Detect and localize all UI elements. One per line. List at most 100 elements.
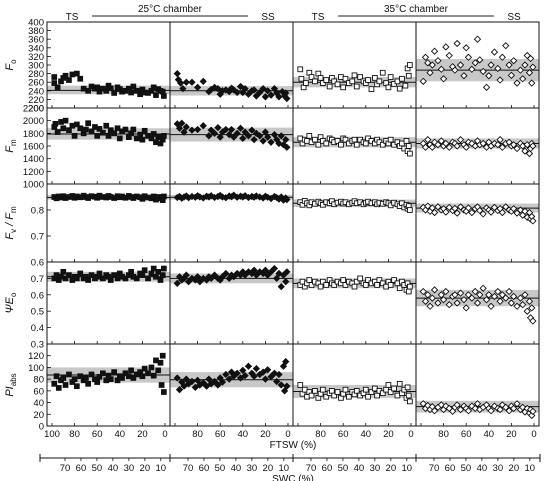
data-point xyxy=(279,362,288,370)
data-point xyxy=(77,125,84,132)
data-point xyxy=(502,403,510,411)
data-point xyxy=(122,370,129,377)
data-point xyxy=(236,82,245,91)
panel xyxy=(415,261,540,345)
data-point xyxy=(357,74,364,80)
data-point xyxy=(312,388,318,394)
data-point xyxy=(182,78,190,86)
data-point xyxy=(62,72,69,79)
data-point xyxy=(157,277,164,283)
data-point xyxy=(145,370,151,377)
data-point xyxy=(96,270,103,277)
data-point xyxy=(230,273,238,281)
x-tick-label-ftsw: 0 xyxy=(285,429,290,440)
panel xyxy=(292,343,417,427)
data-point xyxy=(159,272,166,278)
y-tick-label: 100 xyxy=(28,363,44,374)
x-tick-label-ftsw: 80 xyxy=(69,429,80,440)
data-point xyxy=(54,129,61,135)
data-point xyxy=(155,268,162,275)
data-point xyxy=(139,272,146,278)
data-point xyxy=(175,386,184,394)
data-point xyxy=(434,141,442,149)
panel xyxy=(169,343,294,427)
data-point xyxy=(139,373,146,380)
data-point xyxy=(464,291,473,299)
x-tick-label-ftsw: 40 xyxy=(484,429,495,440)
data-point xyxy=(371,75,378,81)
data-point xyxy=(297,382,304,388)
data-point xyxy=(479,284,487,292)
data-point xyxy=(283,268,291,276)
data-point xyxy=(66,77,72,83)
data-point xyxy=(250,136,258,144)
data-point xyxy=(227,125,236,134)
data-point xyxy=(141,365,148,372)
chamber-label: 25°C chamber xyxy=(138,4,203,15)
data-point xyxy=(387,282,394,288)
data-point xyxy=(513,79,521,87)
data-point xyxy=(387,74,394,80)
data-point xyxy=(487,407,495,415)
data-point xyxy=(374,282,380,288)
data-point xyxy=(122,275,129,282)
data-point xyxy=(77,373,84,380)
data-point xyxy=(453,39,461,48)
data-point xyxy=(342,75,349,82)
data-point xyxy=(188,78,196,86)
data-point xyxy=(338,141,344,148)
data-point xyxy=(139,136,146,143)
data-point xyxy=(130,375,137,381)
x-tick-label-swc: 70 xyxy=(60,463,71,474)
data-point xyxy=(353,388,360,394)
data-point xyxy=(273,377,281,386)
data-point xyxy=(179,85,187,93)
data-point xyxy=(145,275,151,282)
panel xyxy=(169,21,294,109)
data-point xyxy=(351,136,358,143)
data-point xyxy=(182,271,190,279)
y-tick-label: 320 xyxy=(28,52,44,63)
y-axis-label: PIabs xyxy=(4,373,18,396)
data-point xyxy=(96,88,103,95)
x-tick-label-swc: 70 xyxy=(183,463,194,474)
y-axis-label: ΨEo xyxy=(4,292,18,313)
data-point xyxy=(528,304,536,312)
data-point xyxy=(150,131,157,137)
data-point xyxy=(430,47,439,55)
x-tick-label-ftsw: 40 xyxy=(115,429,126,440)
panel-frame xyxy=(292,183,417,263)
y-tick-label: 400 xyxy=(28,18,44,29)
data-point xyxy=(279,271,288,279)
data-point xyxy=(250,266,258,274)
data-point xyxy=(88,371,95,378)
data-point xyxy=(498,208,506,217)
data-point xyxy=(529,317,537,325)
data-point xyxy=(479,210,487,218)
x-axes: 100 80 60 40 20 0 80 60 40 20 0 80 60 40 20 0 80 60 40 20 0F… xyxy=(39,429,541,481)
panel-frame xyxy=(415,183,540,263)
data-point xyxy=(225,130,233,139)
x-tick-label-ftsw: 40 xyxy=(361,429,372,440)
data-point xyxy=(424,291,432,299)
y-tick-label: 300 xyxy=(28,61,44,72)
data-point xyxy=(513,144,521,153)
data-point xyxy=(468,294,476,302)
data-point xyxy=(340,84,347,91)
data-point xyxy=(216,133,224,141)
data-point xyxy=(476,206,484,215)
data-point xyxy=(256,132,264,140)
panel xyxy=(169,261,294,345)
data-point xyxy=(426,302,434,310)
data-point xyxy=(244,90,253,98)
data-point xyxy=(259,368,267,376)
data-point xyxy=(103,122,110,129)
data-point xyxy=(283,382,291,390)
data-point xyxy=(178,119,186,127)
data-point xyxy=(498,291,506,299)
panel xyxy=(292,21,417,109)
x-tick-label-swc: 30 xyxy=(247,463,258,474)
data-point xyxy=(180,128,188,136)
panel xyxy=(46,261,171,345)
x-tick-label-ftsw: 20 xyxy=(137,429,148,440)
